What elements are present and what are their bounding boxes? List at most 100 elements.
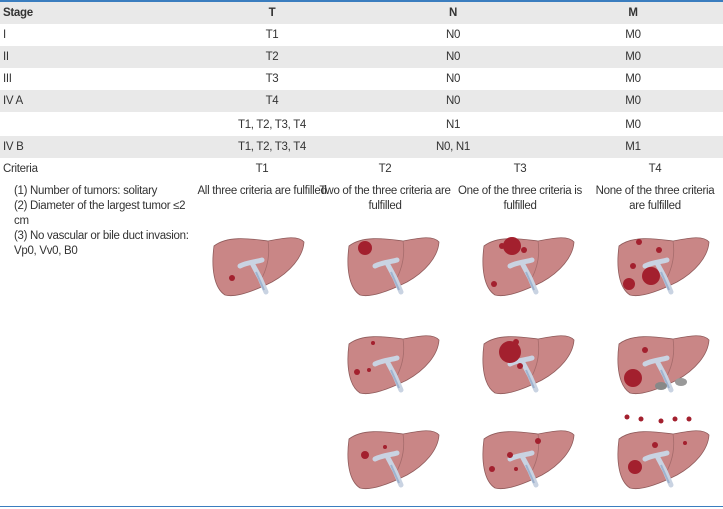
liver [348,431,439,489]
tumor [491,281,497,287]
tumor [521,247,527,253]
criteria-column-name: T1 [255,163,269,175]
tumor [624,369,642,387]
criteria-column-name: T4 [648,163,662,175]
cell: M0 [625,73,641,85]
liver [348,238,439,296]
tumor [361,451,369,459]
table-row: III T3 N0 M0 [0,68,723,90]
cell: T2 [265,51,279,63]
metastasis [672,416,678,422]
cell: T1 [265,29,279,41]
bottom-rule [0,506,723,507]
cell: N0, N1 [436,141,470,153]
stage-cell: I [3,29,6,41]
cell: N0 [445,95,461,107]
cell: M0 [625,95,641,107]
cell: M0 [625,119,641,131]
cell: T4 [265,95,279,107]
header-row: Stage T N M [0,2,723,24]
criteria-column-description: None of the three criteria are fulfilled [595,185,715,212]
criteria-item: (2) Diameter of the largest tumor ≤2 cm [14,200,186,227]
liver-shape [483,336,574,394]
criteria-column-name: T3 [513,163,527,175]
criteria-list: (1) Number of tumors: solitary (2) Diame… [14,184,194,259]
criteria-item: (3) No vascular or bile duct invasion: V… [14,230,189,257]
cell: N1 [445,119,461,131]
liver-shape [618,431,709,489]
liver [483,431,574,489]
tumor [383,445,387,449]
cell: T1, T2, T3, T4 [237,141,307,153]
cell: M1 [625,141,641,153]
criteria-column-description: One of the three criteria is fulfilled [458,185,582,212]
liver [348,336,439,394]
tumor [499,341,521,363]
tumor [683,441,687,445]
stage-cell: II [3,51,9,63]
metastasis [624,414,630,420]
liver-shape [483,431,574,489]
cell: N0 [445,51,461,63]
tumor [656,247,662,253]
tumor [499,243,505,249]
stage-cell: IV A [3,95,23,107]
liver [483,336,574,394]
criteria-column-description: All three criteria are fulfilled [197,185,327,197]
tumor [354,369,360,375]
cell: M0 [625,29,641,41]
liver-shape [348,336,439,394]
stage-cell: Stage [3,7,33,19]
table-row: IV B T1, T2, T3, T4 N0, N1 M1 [0,136,723,158]
table-row: I T1 N0 M0 [0,24,723,46]
top-rule [0,0,723,2]
metastasis [658,418,664,424]
tumor [535,438,541,444]
tumor [503,237,521,255]
table-row: IV A T4 N0 M0 [0,90,723,112]
stage-cell: IV B [3,141,24,153]
metastasis [638,416,644,422]
liver [483,237,574,296]
tumor [628,460,642,474]
tumor [507,452,513,458]
liver-shape [348,431,439,489]
liver [618,414,709,489]
tumor [623,278,635,290]
cell: N [448,7,458,19]
table-row: T1, T2, T3, T4 N1 M0 [0,114,723,136]
liver-shape [483,238,574,296]
tumor [652,442,658,448]
liver-shape [213,238,304,296]
tumor [514,467,518,471]
stage-cell: III [3,73,12,85]
cell: T1, T2, T3, T4 [237,119,307,131]
criteria-column-description: Two of the three criteria are fulfilled [319,185,451,212]
cell: N0 [445,73,461,85]
tumor [358,241,372,255]
table-row: II T2 N0 M0 [0,46,723,68]
criteria-column-name: T2 [378,163,392,175]
liver [213,238,304,296]
tumor [489,466,495,472]
criteria-item: (1) Number of tumors: solitary [14,185,158,197]
lymph-node [675,378,687,386]
lymph-node [655,382,667,390]
cell: T3 [265,73,279,85]
tumor [513,339,519,345]
tumor [642,347,648,353]
liver [618,238,709,296]
liver [618,336,709,394]
tumor [636,239,642,245]
cell: M0 [625,51,641,63]
cell: T [268,7,276,19]
tumor [630,263,636,269]
criteria-label: Criteria [3,163,38,175]
metastasis [686,416,692,422]
tumor [367,368,371,372]
cell: N0 [445,29,461,41]
tumor [371,341,375,345]
tumor [517,363,523,369]
